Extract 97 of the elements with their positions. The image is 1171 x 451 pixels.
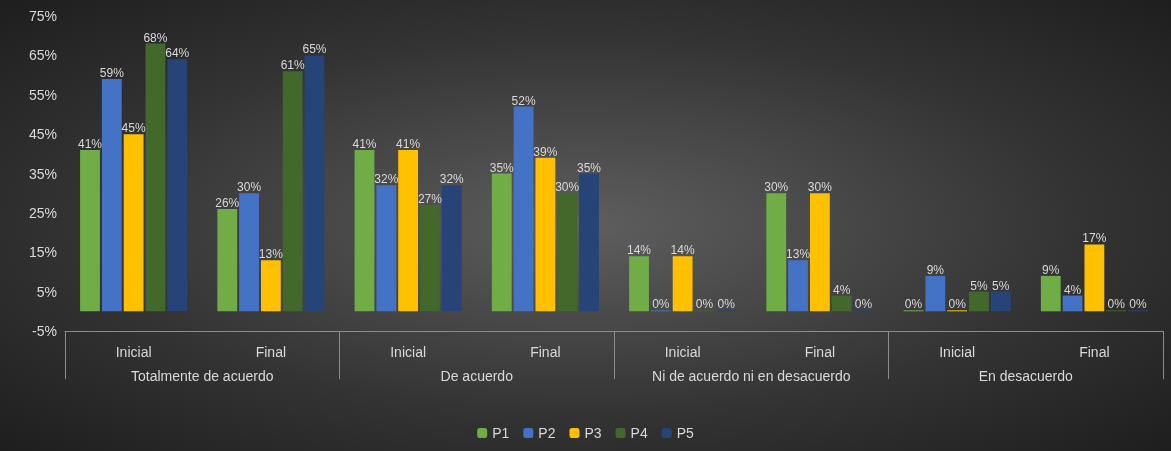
data-label: 0% <box>904 297 923 312</box>
data-label: 0% <box>854 297 873 312</box>
data-label: 4% <box>1063 282 1082 297</box>
bar <box>809 193 830 312</box>
legend-label: P5 <box>676 425 695 441</box>
data-label: 59% <box>99 66 125 80</box>
bar <box>1084 244 1105 312</box>
x-tick-label: Final <box>1079 344 1110 360</box>
data-label: 41% <box>396 136 421 151</box>
bar <box>491 173 512 312</box>
y-tick-label: 35% <box>28 165 57 182</box>
data-label: 14% <box>626 243 652 258</box>
y-tick-label: -5% <box>32 323 57 339</box>
text: De acuerdo <box>440 368 514 384</box>
bar <box>354 149 375 312</box>
x-tick-label: Inicial <box>115 344 152 360</box>
data-label: 5% <box>992 278 1010 293</box>
bar <box>217 208 238 312</box>
bar <box>969 291 989 312</box>
legend-label: P1 <box>492 425 510 441</box>
bar <box>990 291 1011 312</box>
data-label: 9% <box>926 262 945 277</box>
data-label: 32% <box>374 172 399 187</box>
bar <box>579 173 599 312</box>
bar <box>831 295 852 312</box>
data-label: 27% <box>417 192 443 206</box>
bar <box>145 43 166 312</box>
y-tick-label: 75% <box>28 8 57 24</box>
bar <box>925 275 946 312</box>
data-label: 68% <box>143 30 168 45</box>
data-label: 52% <box>511 93 536 108</box>
data-label: 32% <box>439 172 465 187</box>
text: Totalmente de acuerdo <box>131 368 274 384</box>
y-tick-label: 55% <box>28 86 57 103</box>
data-label: 0% <box>1107 297 1126 312</box>
bar <box>123 134 144 312</box>
bar <box>672 256 693 312</box>
data-label: 13% <box>258 247 284 262</box>
data-label: 65% <box>302 42 327 57</box>
bar <box>282 71 303 312</box>
data-label: 35% <box>489 160 515 175</box>
y-tick-label: 45% <box>28 126 57 143</box>
data-label: 30% <box>764 180 789 195</box>
bar <box>398 149 419 312</box>
bar <box>376 185 397 312</box>
legend-label: P3 <box>584 425 602 441</box>
data-label: 0% <box>695 297 714 312</box>
data-label: 41% <box>77 136 103 151</box>
bar <box>535 157 556 312</box>
bar <box>441 185 462 312</box>
y-tick-label: 25% <box>28 204 57 221</box>
x-tick-label: Final <box>530 344 561 360</box>
bar <box>420 205 440 312</box>
legend-label: P2 <box>538 425 556 441</box>
data-label: 39% <box>533 144 558 159</box>
data-label: 64% <box>165 46 190 61</box>
y-tick-label: 65% <box>28 47 57 64</box>
data-label: 30% <box>237 180 262 195</box>
bar <box>260 260 281 312</box>
bar <box>513 106 534 312</box>
data-label: 35% <box>576 160 602 175</box>
bar <box>788 260 808 312</box>
bar <box>766 193 787 312</box>
x-tick-label: Final <box>255 344 287 360</box>
bar <box>1040 275 1061 312</box>
bar <box>239 193 259 312</box>
bar <box>557 193 578 312</box>
bar <box>629 256 649 312</box>
x-tick-label: Inicial <box>939 344 976 360</box>
legend-label: P4 <box>630 425 648 441</box>
y-tick-label: 5% <box>36 283 57 300</box>
data-label: 5% <box>970 278 988 293</box>
data-label: 4% <box>833 282 851 297</box>
x-tick-label: Inicial <box>664 344 701 360</box>
data-label: 17% <box>1082 231 1107 246</box>
data-label: 0% <box>717 297 736 312</box>
data-label: 41% <box>352 136 377 151</box>
bar <box>1062 295 1083 312</box>
data-label: 0% <box>948 297 967 312</box>
bar <box>101 79 122 312</box>
data-label: 0% <box>1129 297 1147 312</box>
data-label: 30% <box>807 180 833 195</box>
data-label: 14% <box>670 243 695 258</box>
data-label: 26% <box>215 195 240 210</box>
x-tick-label: Final <box>804 344 836 360</box>
y-tick-label: 15% <box>28 244 57 261</box>
data-label: 9% <box>1042 262 1060 277</box>
text: En desacuerdo <box>978 368 1074 384</box>
data-label: 61% <box>280 58 306 73</box>
bar <box>304 55 325 312</box>
bar <box>167 59 188 312</box>
data-label: 13% <box>786 247 811 262</box>
data-label: 0% <box>652 297 670 312</box>
x-tick-label: Inicial <box>390 344 427 360</box>
data-label: 30% <box>555 180 580 195</box>
bar <box>80 149 100 312</box>
text: Ni de acuerdo ni en desacuerdo <box>652 368 851 384</box>
